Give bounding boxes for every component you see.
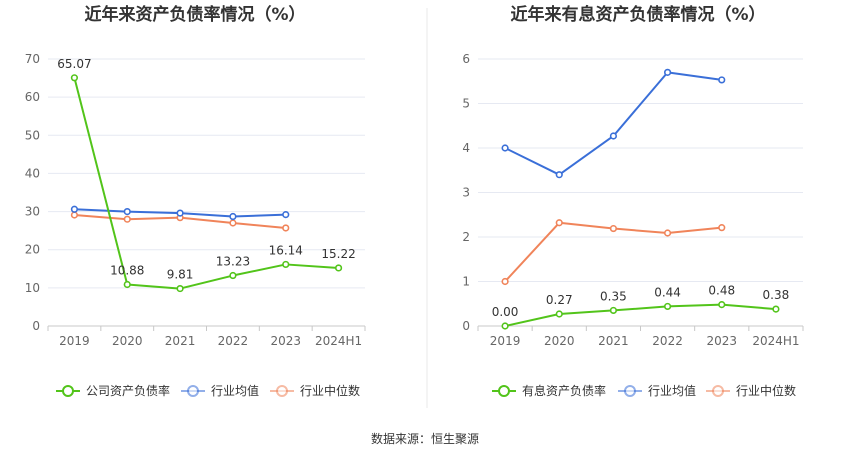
x-tick-label: 2021 [598, 334, 629, 348]
x-tick-label: 2022 [218, 334, 249, 348]
x-tick-label: 2024H1 [315, 334, 362, 348]
x-tick-label: 2024H1 [752, 334, 799, 348]
data-point [609, 132, 618, 140]
y-tick-label: 3 [462, 186, 470, 200]
legend-item: 行业中位数 [706, 383, 796, 398]
data-point [123, 207, 131, 216]
data-label: 10.88 [110, 264, 144, 278]
legend-marker [712, 385, 724, 397]
data-point [334, 264, 343, 272]
data-point [282, 211, 290, 219]
data-point [70, 211, 79, 219]
y-tick-label: 0 [32, 319, 40, 333]
data-point [663, 68, 672, 76]
x-tick-label: 2020 [544, 334, 575, 348]
data-label: 0.27 [546, 293, 573, 307]
y-tick-label: 20 [25, 243, 40, 257]
x-tick-label: 2020 [112, 334, 143, 348]
data-point [555, 171, 563, 179]
data-point [718, 301, 726, 309]
y-tick-label: 2 [462, 230, 470, 244]
data-point [282, 260, 290, 269]
data-point [718, 224, 726, 232]
legend-label: 行业均值 [211, 383, 259, 398]
x-tick-label: 2022 [652, 334, 683, 348]
data-point [229, 212, 237, 221]
y-tick-label: 10 [25, 281, 40, 295]
data-label: 0.44 [654, 285, 681, 299]
legend-marker [624, 385, 636, 397]
data-label: 13.23 [216, 255, 250, 269]
legend-item: 公司资产负债率 [56, 383, 170, 398]
data-point [501, 277, 509, 286]
series-line-company [504, 303, 776, 327]
legend-item: 有息资产负债率 [492, 383, 606, 398]
legend-item: 行业中位数 [270, 383, 360, 398]
data-point [176, 209, 184, 217]
data-point [663, 302, 672, 311]
y-tick-label: 70 [25, 52, 40, 66]
data-label: 16.14 [269, 243, 303, 257]
debt-ratio-chart: 近年来资产负债率情况（%） 0 10 20 30 40 50 60 70 2019 2020 202… [25, 4, 366, 398]
data-point [501, 144, 509, 152]
y-tick-label: 50 [25, 128, 40, 142]
x-tick-label: 2019 [490, 334, 521, 348]
data-point [229, 271, 237, 280]
y-tick-label: 40 [25, 166, 40, 180]
data-point [70, 205, 79, 213]
y-tick-label: 0 [462, 319, 470, 333]
y-tick-label: 6 [462, 52, 470, 66]
x-tick-label: 2023 [270, 334, 301, 348]
y-tick-label: 1 [462, 275, 470, 289]
data-label: 0.38 [763, 288, 790, 302]
legend-marker [187, 385, 199, 397]
data-point [555, 310, 563, 318]
data-point [229, 219, 237, 227]
legend-item: 行业均值 [618, 383, 696, 398]
data-label: 9.81 [167, 268, 194, 282]
data-source-label: 数据来源：恒生聚源 [371, 431, 479, 446]
interest-bearing-debt-ratio-chart: 近年来有息资产负债率情况（%） 0 1 2 3 4 5 6 2019 2020 2021 2022 2… [462, 4, 804, 398]
series-line-company [73, 77, 339, 290]
x-tick-label: 2019 [59, 334, 90, 348]
legend-marker [276, 385, 288, 397]
data-point [609, 224, 618, 233]
data-point [123, 280, 131, 289]
y-tick-label: 5 [462, 97, 470, 111]
data-label: 0.00 [492, 305, 519, 319]
data-point [555, 219, 563, 227]
legend-label: 行业均值 [648, 383, 696, 398]
y-tick-label: 4 [462, 141, 470, 155]
data-point [501, 322, 509, 330]
legend-marker [498, 385, 510, 397]
data-point [282, 224, 290, 232]
data-label: 15.22 [321, 247, 355, 261]
y-tick-label: 60 [25, 90, 40, 104]
data-point [176, 284, 184, 293]
data-label: 65.07 [57, 57, 91, 71]
data-point [663, 229, 672, 237]
legend-item: 行业均值 [181, 383, 259, 398]
data-label: 0.35 [600, 289, 627, 303]
chart-title: 近年来资产负债率情况（%） [84, 4, 305, 25]
x-tick-label: 2021 [165, 334, 196, 348]
data-point [772, 305, 780, 313]
data-point [718, 76, 726, 84]
y-tick-label: 30 [25, 205, 40, 219]
data-point [123, 215, 131, 223]
legend-marker [62, 385, 74, 397]
series-line-industry-avg [504, 71, 722, 176]
chart-title: 近年来有息资产负债率情况（%） [510, 4, 765, 25]
legend-label: 公司资产负债率 [86, 383, 170, 398]
legend-label: 有息资产负债率 [522, 383, 606, 398]
legend-label: 行业中位数 [300, 383, 360, 398]
data-point [609, 306, 618, 315]
legend-label: 行业中位数 [736, 383, 796, 398]
data-label: 0.48 [708, 284, 735, 298]
data-point [70, 74, 79, 82]
x-tick-label: 2023 [706, 334, 737, 348]
